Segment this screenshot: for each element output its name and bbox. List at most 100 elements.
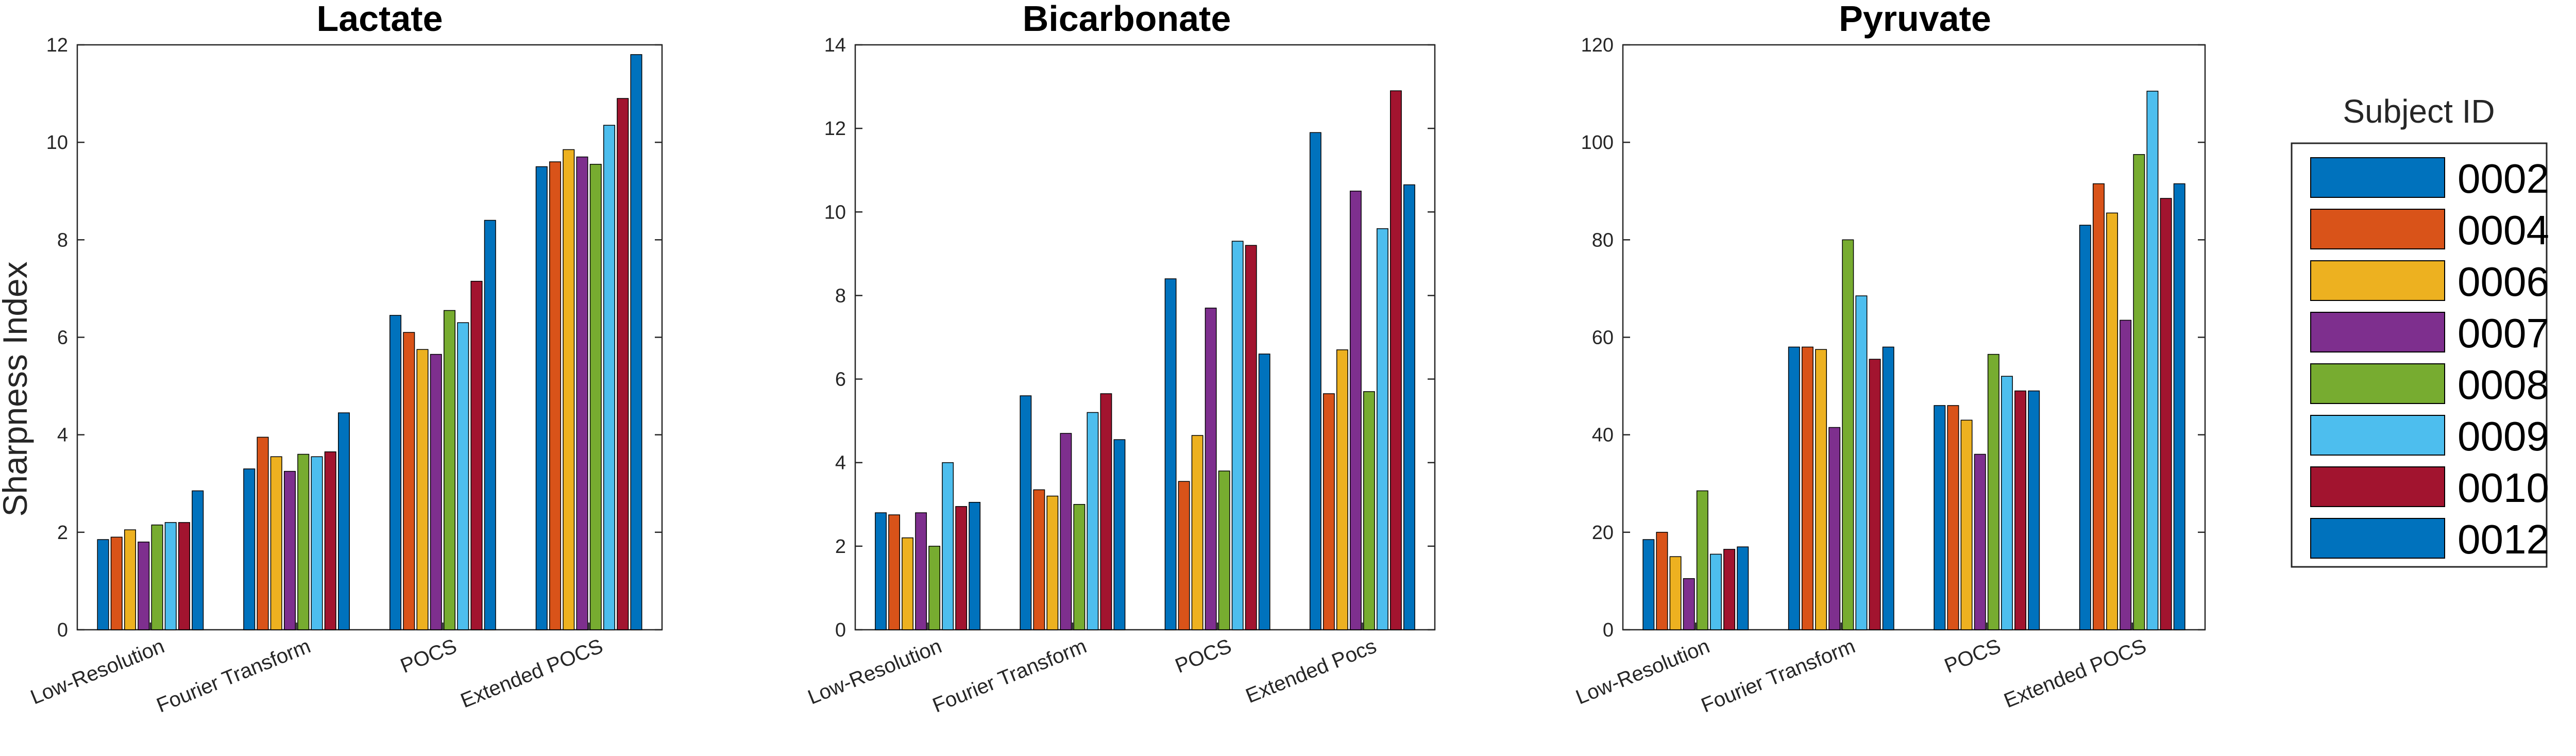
x-tick-label: Low-Resolution (805, 635, 945, 709)
x-tick-label: Fourier Transform (154, 635, 314, 717)
bar-0008-3 (1218, 471, 1230, 630)
bar-0007-3 (1974, 453, 1986, 630)
legend: Subject ID 0002 0004 0006 0007 0008 0009 0010 0… (2291, 93, 2549, 568)
bar-0008-1 (1696, 490, 1708, 630)
bar-0007-1 (1683, 578, 1695, 630)
panel-pyruvate: Pyruvate 0 20 40 60 80 100 120 Low-ResolutionFo… (1573, 0, 2206, 717)
bar-0009-2 (1855, 295, 1868, 630)
legend-label-0004: 0004 (2458, 207, 2549, 253)
bar-0007-4 (576, 156, 588, 630)
bar-0010-3 (2014, 390, 2027, 630)
bar-0002-1 (1642, 539, 1655, 630)
bar-0012-1 (192, 490, 204, 630)
bar-0012-4 (1403, 184, 1415, 630)
bar-0002-3 (389, 315, 402, 630)
legend-label-0002: 0002 (2458, 156, 2549, 201)
bar-0010-3 (470, 280, 483, 630)
bar-0006-3 (1191, 435, 1204, 630)
bar-0004-2 (1033, 489, 1045, 630)
bar-0012-3 (2028, 390, 2040, 630)
y-tick-label: 12 (824, 118, 846, 140)
y-axis-label: Sharpness Index (0, 261, 34, 516)
bar-0007-1 (138, 542, 150, 630)
bar-0009-4 (603, 125, 616, 630)
bar-0008-3 (1987, 354, 1999, 630)
y-tick-label: 12 (46, 35, 68, 56)
bar-0012-2 (337, 412, 350, 630)
bar-0010-1 (955, 506, 968, 630)
legend-swatch-0006 (2310, 260, 2445, 301)
bar-0009-3 (457, 322, 469, 630)
x-tick-label: Extended POCS (2001, 635, 2150, 713)
bar-0012-2 (1882, 346, 1894, 630)
legend-swatch-0007 (2310, 312, 2445, 352)
bar-0012-3 (1258, 354, 1270, 630)
bar-0009-4 (1376, 228, 1388, 630)
bar-0008-2 (1842, 239, 1854, 630)
x-tick-label: Low-Resolution (1573, 635, 1713, 709)
bar-0002-4 (535, 166, 548, 630)
bar-0002-2 (1020, 395, 1032, 630)
y-tick-label: 4 (835, 452, 846, 474)
bar-0009-1 (942, 462, 954, 630)
bar-0006-3 (416, 349, 429, 630)
bar-0012-1 (969, 501, 981, 630)
bar-0006-4 (2106, 212, 2119, 630)
bar-0007-2 (283, 471, 296, 630)
bar-0008-2 (297, 453, 310, 630)
chart-title: Lactate (316, 0, 443, 39)
bar-0007-2 (1060, 433, 1072, 630)
legend-swatch-0002 (2310, 157, 2445, 198)
bar-0009-1 (164, 522, 177, 630)
bar-0006-1 (1669, 556, 1682, 630)
bar-0004-1 (888, 514, 901, 630)
bar-0010-4 (1389, 90, 1402, 630)
axes-box (854, 44, 1436, 631)
y-tick-label: 60 (1592, 327, 1614, 349)
bar-0004-3 (403, 332, 415, 630)
y-tick-label: 20 (1592, 522, 1614, 544)
bar-0004-2 (257, 436, 269, 630)
bar-0012-1 (1737, 546, 1749, 630)
bar-0004-2 (1801, 346, 1814, 630)
x-tick-label: Fourier Transform (1698, 635, 1858, 717)
bar-0008-4 (589, 163, 602, 630)
bar-0009-2 (1087, 412, 1099, 630)
bar-0004-3 (1178, 481, 1190, 630)
bar-0006-2 (270, 456, 282, 630)
bar-0002-2 (243, 468, 256, 630)
bar-0010-4 (2160, 198, 2172, 630)
legend-swatch-0008 (2310, 363, 2445, 404)
y-tick-label: 6 (835, 369, 846, 391)
bar-0009-2 (311, 456, 323, 630)
bar-0002-4 (1309, 132, 1321, 630)
bar-0012-2 (1113, 439, 1126, 630)
bar-0008-1 (928, 546, 941, 630)
bar-0004-4 (2092, 183, 2105, 630)
y-tick-label: 80 (1592, 229, 1614, 251)
bar-0008-1 (151, 524, 163, 630)
legend-label-0010: 0010 (2458, 465, 2549, 511)
y-tick-label: 0 (57, 619, 68, 641)
legend-swatch-0009 (2310, 415, 2445, 456)
bar-0004-1 (1656, 532, 1668, 630)
y-tick-label: 14 (824, 35, 846, 56)
bar-0010-1 (178, 522, 191, 630)
bar-0004-4 (1323, 393, 1335, 630)
legend-label-0006: 0006 (2458, 259, 2549, 305)
bar-0006-4 (563, 149, 575, 630)
y-tick-label: 2 (57, 522, 68, 544)
bar-0012-4 (2173, 183, 2185, 630)
legend-label-0007: 0007 (2458, 310, 2549, 356)
bar-0006-1 (902, 537, 914, 630)
bar-0007-3 (1205, 308, 1217, 630)
y-tick-label: 6 (57, 327, 68, 349)
y-tick-label: 40 (1592, 425, 1614, 446)
panel-bicarbonate: Bicarbonate 0 2 4 6 8 10 12 14 Low-ResolutionFou… (805, 0, 1436, 717)
y-tick-label: 10 (824, 201, 846, 223)
bar-0002-2 (1788, 346, 1800, 630)
bar-0008-4 (2133, 154, 2145, 630)
legend-label-0008: 0008 (2458, 362, 2549, 408)
y-tick-label: 8 (835, 285, 846, 307)
